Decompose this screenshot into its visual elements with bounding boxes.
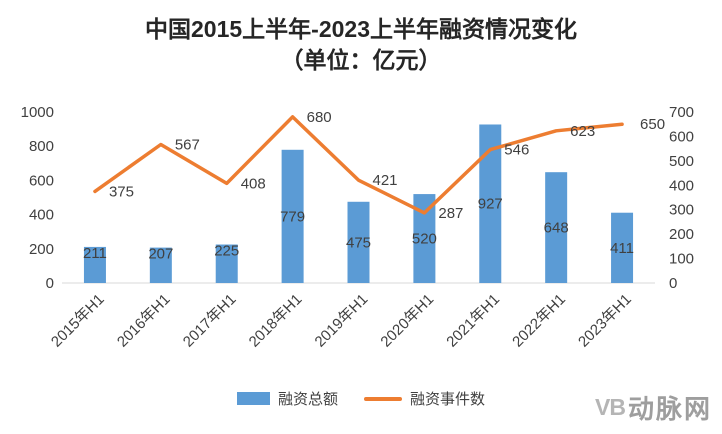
legend-label-bar-series: 融资总额 xyxy=(277,391,338,408)
x-axis-category-label: 2017年H1 xyxy=(180,291,240,351)
right-axis-tick-label: 700 xyxy=(669,104,694,121)
combo-chart: 0 200 400 600 800 1000 0 100 200 300 400 500 600 700 2… xyxy=(21,104,694,351)
right-axis-tick-label: 500 xyxy=(669,153,694,170)
bar-2015年H1 xyxy=(83,246,106,283)
right-axis-tick-label: 400 xyxy=(669,177,694,194)
chart-title-line2: （单位：亿元） xyxy=(280,47,442,73)
x-axis-category-label: 2015年H1 xyxy=(48,291,108,351)
legend-item-bar-series: 融资总额 xyxy=(236,388,338,409)
line-series-swatch-icon xyxy=(364,396,402,401)
bar-2022年H1 xyxy=(545,172,568,283)
left-axis-tick-label: 600 xyxy=(29,172,54,189)
right-axis-tick-label: 300 xyxy=(669,202,694,219)
bar-series-swatch-icon xyxy=(236,392,270,405)
x-axis-category-label: 2016年H1 xyxy=(114,291,174,351)
vb-logo-icon: VB xyxy=(595,394,626,420)
chart-title: 中国2015上半年-2023上半年融资情况变化 （单位：亿元） xyxy=(0,14,722,76)
bar-2021年H1 xyxy=(479,124,502,283)
bar-value-label: 648 xyxy=(544,220,569,237)
bar-value-label: 779 xyxy=(280,208,305,225)
line-value-label: 623 xyxy=(570,123,595,140)
bar-2017年H1 xyxy=(215,244,238,283)
left-axis-tick-label: 1000 xyxy=(21,104,54,121)
line-value-label: 421 xyxy=(373,172,398,189)
line-value-label: 408 xyxy=(241,175,266,192)
left-axis-tick-label: 800 xyxy=(29,138,54,155)
line-value-label: 650 xyxy=(640,116,665,133)
chart-title-line1: 中国2015上半年-2023上半年融资情况变化 xyxy=(145,16,577,42)
line-value-label: 375 xyxy=(109,183,134,200)
bar-value-label: 411 xyxy=(610,240,634,257)
x-axis-category-label: 2019年H1 xyxy=(312,291,372,351)
bar-value-label: 225 xyxy=(214,243,239,260)
bar-2023年H1 xyxy=(611,212,634,283)
x-axis-category-label: 2022年H1 xyxy=(509,291,569,351)
bar-value-label: 520 xyxy=(412,231,437,248)
line-value-label: 567 xyxy=(175,136,200,153)
right-axis-tick-label: 0 xyxy=(669,275,677,292)
x-axis-category-label: 2021年H1 xyxy=(443,291,503,351)
bar-value-label: 927 xyxy=(478,196,503,213)
line-value-label: 680 xyxy=(307,109,332,126)
legend-label-line-series: 融资事件数 xyxy=(410,391,486,408)
left-axis-tick-label: 0 xyxy=(46,275,54,292)
bar-2018年H1 xyxy=(281,149,304,283)
right-axis-tick-label: 200 xyxy=(669,226,694,243)
left-axis-tick-label: 400 xyxy=(29,207,54,224)
x-axis-category-label: 2018年H1 xyxy=(246,291,306,351)
line-series xyxy=(93,115,624,215)
left-axis-tick-label: 200 xyxy=(29,241,54,258)
line-value-label: 546 xyxy=(504,142,529,159)
bar-value-label: 475 xyxy=(346,234,371,251)
line-value-label: 287 xyxy=(438,205,463,222)
watermark-text: 动脉网 xyxy=(627,394,712,424)
bar-value-label: 211 xyxy=(83,245,107,262)
right-axis-tick-label: 600 xyxy=(669,128,694,145)
x-axis-category-label: 2020年H1 xyxy=(377,291,437,351)
bar-value-label: 207 xyxy=(148,246,173,263)
legend-item-line-series: 融资事件数 xyxy=(364,388,485,409)
watermark: VB 动脉网 xyxy=(595,389,712,426)
right-axis-tick-label: 100 xyxy=(669,251,694,268)
bar-2020年H1 xyxy=(413,194,436,283)
bar-2016年H1 xyxy=(149,247,172,283)
x-axis-category-label: 2023年H1 xyxy=(575,291,635,351)
chart-legend: 融资总额 融资事件数 xyxy=(0,388,722,409)
bar-2019年H1 xyxy=(347,201,370,283)
